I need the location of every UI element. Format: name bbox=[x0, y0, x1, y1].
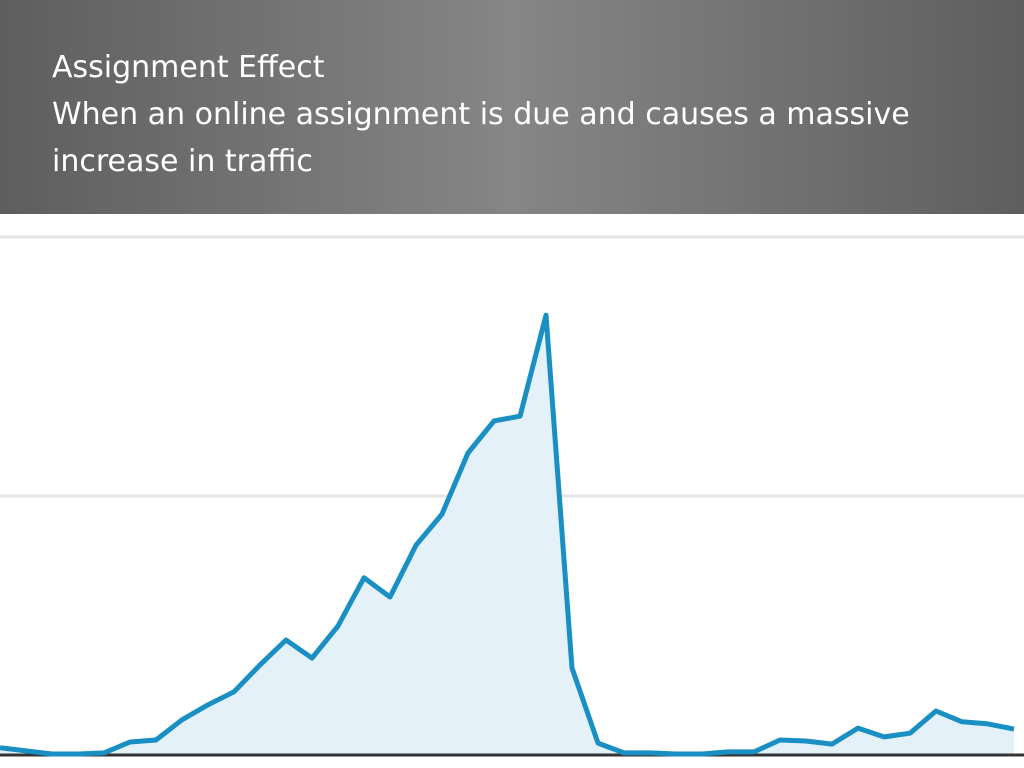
header: Assignment Effect When an online assignm… bbox=[0, 0, 1024, 214]
chart-title: Assignment Effect bbox=[52, 50, 325, 85]
chart-subtitle: When an online assignment is due and cau… bbox=[52, 97, 910, 179]
area-fill bbox=[0, 315, 1024, 755]
header-text: Assignment Effect When an online assignm… bbox=[52, 44, 992, 185]
area-line bbox=[0, 312, 1015, 757]
